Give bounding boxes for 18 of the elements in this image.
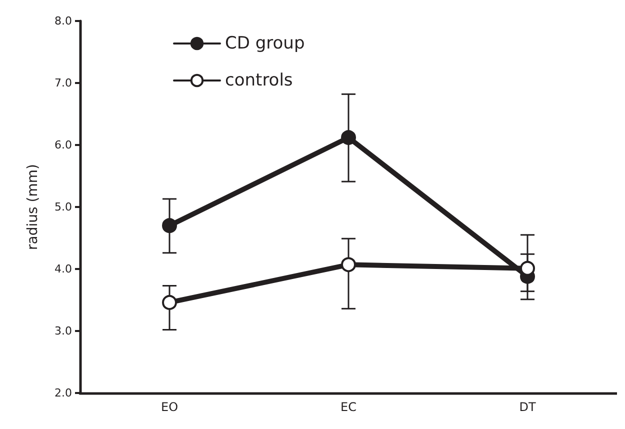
point (341, 130, 356, 146)
legend-label: CD group (225, 34, 305, 54)
x-tick-label: EC (340, 400, 356, 414)
y-tick-label: 4.0 (54, 262, 72, 276)
x-tick-label: EO (160, 400, 178, 414)
y-tick-label: 6.0 (54, 138, 72, 152)
y-tick-label: 5.0 (54, 200, 72, 214)
y-tick-label: 3.0 (54, 324, 72, 338)
point (341, 257, 356, 272)
point (520, 260, 535, 276)
legend-label: controls (225, 70, 293, 90)
x-tick-label: DT (519, 400, 536, 414)
y-tick-label: 8.0 (54, 14, 72, 28)
y-tick-label: 2.0 (54, 386, 72, 400)
point (162, 294, 177, 310)
y-tick-label: 7.0 (54, 76, 72, 90)
y-axis-title: radius (mm) (25, 164, 41, 250)
point (162, 218, 177, 234)
